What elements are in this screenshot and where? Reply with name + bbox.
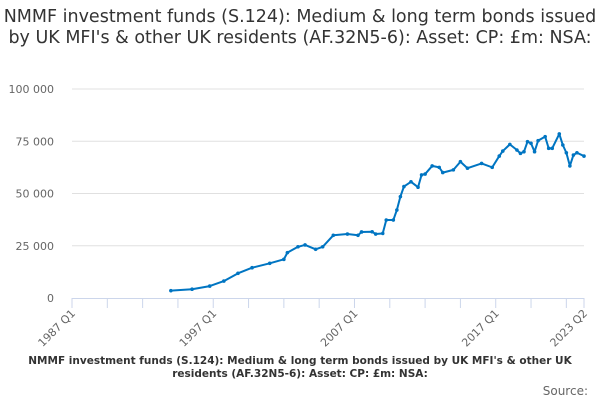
- data-point: [331, 233, 336, 238]
- data-point: [423, 172, 427, 176]
- data-point: [568, 164, 572, 168]
- data-point: [169, 288, 173, 293]
- data-point: [465, 166, 470, 171]
- series-line: [169, 132, 586, 293]
- data-point: [190, 287, 194, 292]
- data-point: [458, 159, 463, 164]
- x-tick-label: 1997 Q1: [177, 307, 220, 350]
- data-point: [303, 243, 307, 247]
- data-point: [440, 170, 445, 175]
- data-point: [582, 154, 586, 158]
- y-axis: 0 25 000 50 000 75 000 100 000: [9, 83, 55, 305]
- chart-caption: NMMF investment funds (S.124): Medium & …: [28, 355, 572, 380]
- y-tick-label: 100 000: [9, 83, 55, 96]
- data-point: [546, 146, 551, 151]
- data-point: [525, 139, 530, 144]
- data-point: [451, 168, 456, 172]
- data-point: [380, 231, 385, 236]
- data-point: [437, 165, 442, 170]
- data-point: [557, 132, 562, 136]
- data-point: [564, 150, 569, 155]
- data-line: [170, 132, 585, 292]
- data-point: [518, 151, 523, 156]
- data-point: [384, 218, 389, 222]
- data-point: [522, 149, 526, 154]
- data-point: [345, 232, 350, 236]
- data-point: [236, 271, 240, 276]
- data-point: [296, 244, 300, 249]
- x-axis: 1987 Q1 1997 Q1 2007 Q1 2017 Q1 2023 Q2: [36, 298, 591, 350]
- data-point: [370, 229, 374, 234]
- gridlines: [72, 88, 584, 247]
- data-point: [373, 232, 378, 236]
- data-point: [561, 143, 565, 147]
- y-tick-label: 75 000: [16, 135, 55, 148]
- y-tick-label: 50 000: [16, 188, 55, 201]
- chart-title: NMMF investment funds (S.124): Medium & …: [3, 7, 597, 48]
- data-point: [285, 250, 290, 255]
- data-point: [356, 233, 360, 238]
- data-point: [497, 154, 502, 158]
- data-point: [575, 150, 579, 155]
- data-point: [207, 284, 212, 288]
- data-point: [532, 149, 537, 154]
- data-point: [313, 247, 318, 252]
- data-point: [515, 148, 519, 152]
- data-point: [490, 165, 494, 170]
- data-point: [479, 161, 484, 166]
- data-point: [536, 138, 540, 143]
- data-point: [402, 184, 406, 189]
- data-point: [282, 257, 286, 262]
- data-point: [222, 279, 226, 283]
- y-tick-label: 0: [47, 292, 54, 305]
- y-tick-label: 25 000: [16, 240, 55, 253]
- data-point: [571, 153, 576, 157]
- x-tick-label: 2023 Q2: [548, 307, 591, 350]
- data-point: [409, 179, 413, 184]
- data-point: [529, 141, 533, 146]
- data-point: [250, 265, 254, 270]
- data-point: [500, 149, 505, 153]
- x-tick-label: 2007 Q1: [318, 307, 361, 350]
- data-point: [419, 173, 424, 177]
- x-tick-label: 1987 Q1: [36, 307, 79, 350]
- data-point: [359, 230, 364, 234]
- x-tick-label: 2017 Q1: [459, 307, 502, 350]
- data-point: [550, 146, 555, 151]
- data-point: [395, 208, 399, 212]
- source-label: Source:: [542, 384, 588, 398]
- data-point: [416, 185, 420, 190]
- data-point: [267, 261, 272, 266]
- data-point: [543, 134, 547, 139]
- data-point: [320, 244, 325, 249]
- data-point: [430, 164, 434, 168]
- data-point: [508, 142, 512, 147]
- data-point: [398, 194, 403, 199]
- data-point: [391, 218, 396, 222]
